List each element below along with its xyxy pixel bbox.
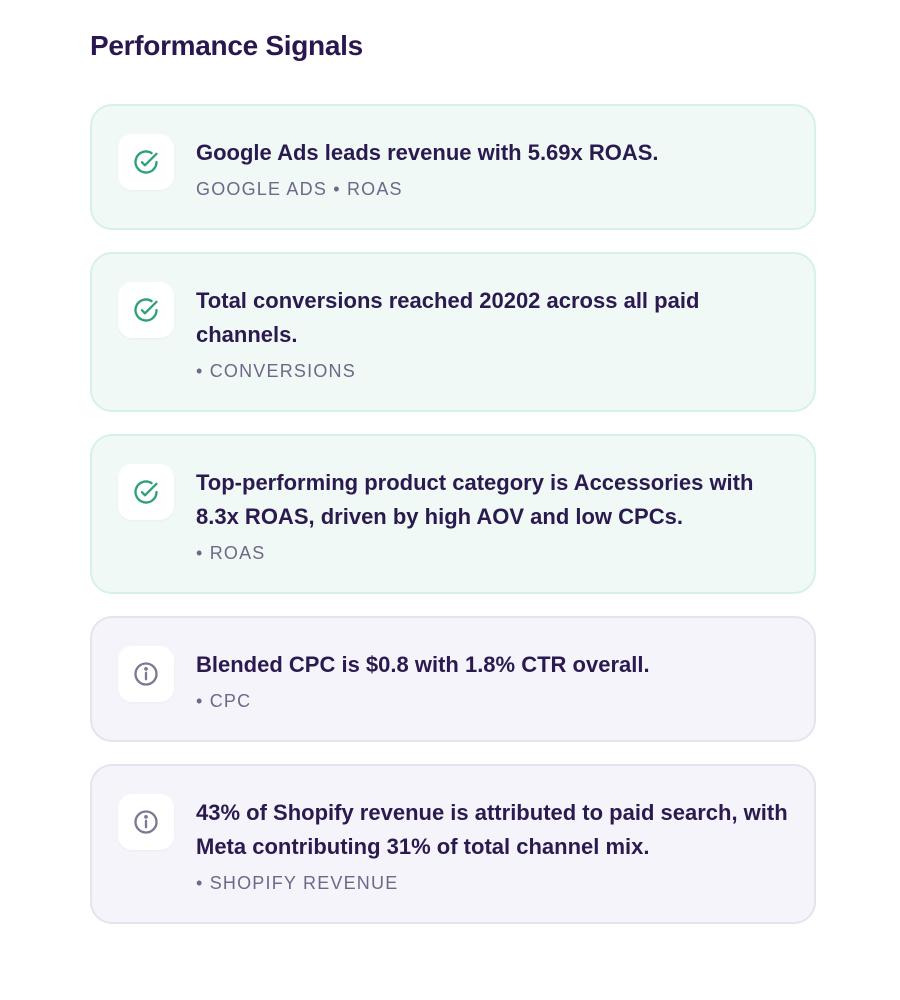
signal-text: 43% of Shopify revenue is attributed to …	[196, 800, 788, 859]
section-title: Performance Signals	[90, 30, 363, 61]
signal-list: Google Ads leads revenue with 5.69x ROAS…	[90, 104, 816, 924]
info-circle-icon	[118, 646, 174, 702]
signal-meta: • ROAS	[196, 543, 266, 563]
signal-text: Google Ads leads revenue with 5.69x ROAS…	[196, 140, 659, 165]
signal-card: Top-performing product category is Acces…	[90, 434, 816, 594]
signal-card: Google Ads leads revenue with 5.69x ROAS…	[90, 104, 816, 230]
check-circle-icon	[118, 134, 174, 190]
performance-signals-section: Performance Signals Google Ads leads rev…	[90, 0, 816, 946]
signal-meta: • CPC	[196, 691, 252, 711]
signal-card: 43% of Shopify revenue is attributed to …	[90, 764, 816, 924]
signal-meta: • SHOPIFY REVENUE	[196, 873, 399, 893]
signal-text: Blended CPC is $0.8 with 1.8% CTR overal…	[196, 652, 650, 677]
signal-text: Top-performing product category is Acces…	[196, 470, 754, 529]
check-circle-icon	[118, 464, 174, 520]
signal-text: Total conversions reached 20202 across a…	[196, 288, 700, 347]
signal-meta: • CONVERSIONS	[196, 361, 356, 381]
check-circle-icon	[118, 282, 174, 338]
signal-card: Total conversions reached 20202 across a…	[90, 252, 816, 412]
signal-card: Blended CPC is $0.8 with 1.8% CTR overal…	[90, 616, 816, 742]
info-circle-icon	[118, 794, 174, 850]
signal-meta: GOOGLE ADS • ROAS	[196, 179, 403, 199]
